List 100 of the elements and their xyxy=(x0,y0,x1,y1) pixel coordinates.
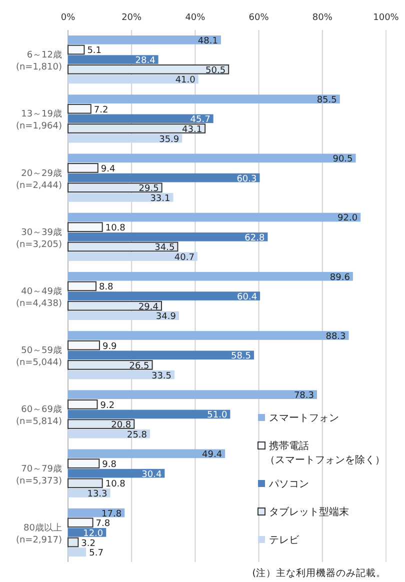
bar xyxy=(68,74,198,84)
data-label: 5.7 xyxy=(89,548,104,559)
bar xyxy=(68,360,153,370)
y-tick-label: 30～39歳 (n=3,205) xyxy=(16,226,62,250)
y-tick-label: 50～59歳 (n=5,044) xyxy=(16,345,62,368)
bar xyxy=(68,518,94,528)
bar xyxy=(68,478,103,488)
data-label: 78.3 xyxy=(294,391,314,402)
data-label: 29.5 xyxy=(138,184,159,194)
y-tick-label: 60～69歳 (n=5,814) xyxy=(16,404,62,428)
legend-label: テレビ xyxy=(269,535,300,546)
data-label: 88.3 xyxy=(326,332,346,342)
bar xyxy=(68,222,103,232)
data-label: 92.0 xyxy=(338,214,358,224)
bar xyxy=(68,124,206,134)
data-label: 10.8 xyxy=(105,224,126,234)
data-label: 33.1 xyxy=(150,194,170,204)
data-label: 17.8 xyxy=(102,509,122,520)
data-label: 60.4 xyxy=(237,292,258,302)
bar xyxy=(68,272,353,281)
bar xyxy=(68,212,361,222)
bar xyxy=(68,55,158,64)
data-label: 3.2 xyxy=(81,538,96,549)
data-label: 12.0 xyxy=(83,528,104,539)
bar xyxy=(68,232,268,242)
data-label: 35.9 xyxy=(159,134,180,145)
data-label: 20.8 xyxy=(111,420,132,431)
data-label: 29.4 xyxy=(138,302,159,312)
bar xyxy=(68,114,214,124)
bar xyxy=(68,163,98,173)
data-label: 9.4 xyxy=(100,164,116,174)
x-tick-label: 0% xyxy=(60,13,76,23)
data-label: 51.0 xyxy=(207,410,228,421)
bar xyxy=(68,44,85,55)
bar xyxy=(68,537,79,548)
legend-label: 携帯電話（スマートフォンを除く） xyxy=(265,440,385,466)
bar xyxy=(68,548,86,556)
data-label: 28.4 xyxy=(135,56,156,66)
bar xyxy=(68,292,260,300)
bar xyxy=(68,242,178,252)
data-label: 89.6 xyxy=(330,272,350,283)
x-tick-label: 40% xyxy=(185,13,206,23)
data-label: 62.8 xyxy=(244,233,265,244)
y-tick-label: 40～49歳 (n=4,438) xyxy=(16,286,62,309)
bar xyxy=(68,410,230,419)
data-label: 58.5 xyxy=(230,352,252,362)
bar xyxy=(68,193,174,202)
bar xyxy=(68,340,100,350)
data-label: 25.8 xyxy=(126,430,148,440)
data-label: 9.8 xyxy=(102,460,117,470)
y-tick-label: 20～29歳 (n=2,444) xyxy=(16,168,62,191)
y-tick-label: 80歳以上 (n=2,917) xyxy=(16,522,62,546)
data-label: 13.3 xyxy=(87,489,108,500)
data-label: 9.9 xyxy=(102,342,118,352)
bar xyxy=(68,134,182,143)
data-label: 34.5 xyxy=(154,243,175,254)
y-tick-label: 6～12歳 (n=1,810) xyxy=(16,50,62,73)
data-label: 10.8 xyxy=(105,480,126,490)
bar xyxy=(68,390,317,399)
bar xyxy=(68,419,135,429)
data-label: 9.2 xyxy=(100,400,115,411)
x-tick-label: 80% xyxy=(312,13,333,23)
bar xyxy=(68,331,349,340)
data-label: 34.9 xyxy=(156,312,176,322)
bar xyxy=(68,64,230,74)
data-label: 60.3 xyxy=(236,174,257,184)
bar xyxy=(68,449,226,458)
data-label: 7.2 xyxy=(94,105,108,116)
y-tick-label: 70～79歳 (n=5,373) xyxy=(16,463,62,486)
legend-label: スマートフォン xyxy=(269,413,339,424)
bar xyxy=(68,182,162,193)
legend-label: パソコン xyxy=(268,479,309,490)
bar xyxy=(68,300,162,311)
data-label: 30.4 xyxy=(142,470,162,480)
data-label: 7.8 xyxy=(96,519,110,530)
bar xyxy=(68,154,356,163)
x-tick-label: 100% xyxy=(373,13,400,23)
bar xyxy=(68,399,98,410)
data-label: 50.5 xyxy=(206,66,226,76)
data-label: 8.8 xyxy=(98,282,114,293)
bar xyxy=(68,458,100,468)
data-label: 5.1 xyxy=(87,46,102,56)
bar xyxy=(68,104,92,114)
bar xyxy=(68,281,96,292)
y-tick-label: 13～19歳 (n=1,964) xyxy=(16,108,62,132)
data-label: 90.5 xyxy=(332,154,353,165)
text: (注）主な利用機器のみ記載。 xyxy=(252,567,386,579)
data-label: 49.4 xyxy=(202,450,222,460)
x-tick-label: 60% xyxy=(248,13,270,23)
bar xyxy=(68,350,254,360)
bar xyxy=(68,311,179,320)
bar xyxy=(68,173,260,182)
x-tick-label: 20% xyxy=(122,13,142,23)
bar xyxy=(68,370,175,380)
data-label: 45.7 xyxy=(190,115,210,126)
data-label: 48.1 xyxy=(198,36,218,46)
bar xyxy=(68,429,150,438)
data-label: 33.5 xyxy=(151,371,172,382)
data-label: 43.1 xyxy=(182,124,202,135)
data-label: 41.0 xyxy=(175,76,196,86)
